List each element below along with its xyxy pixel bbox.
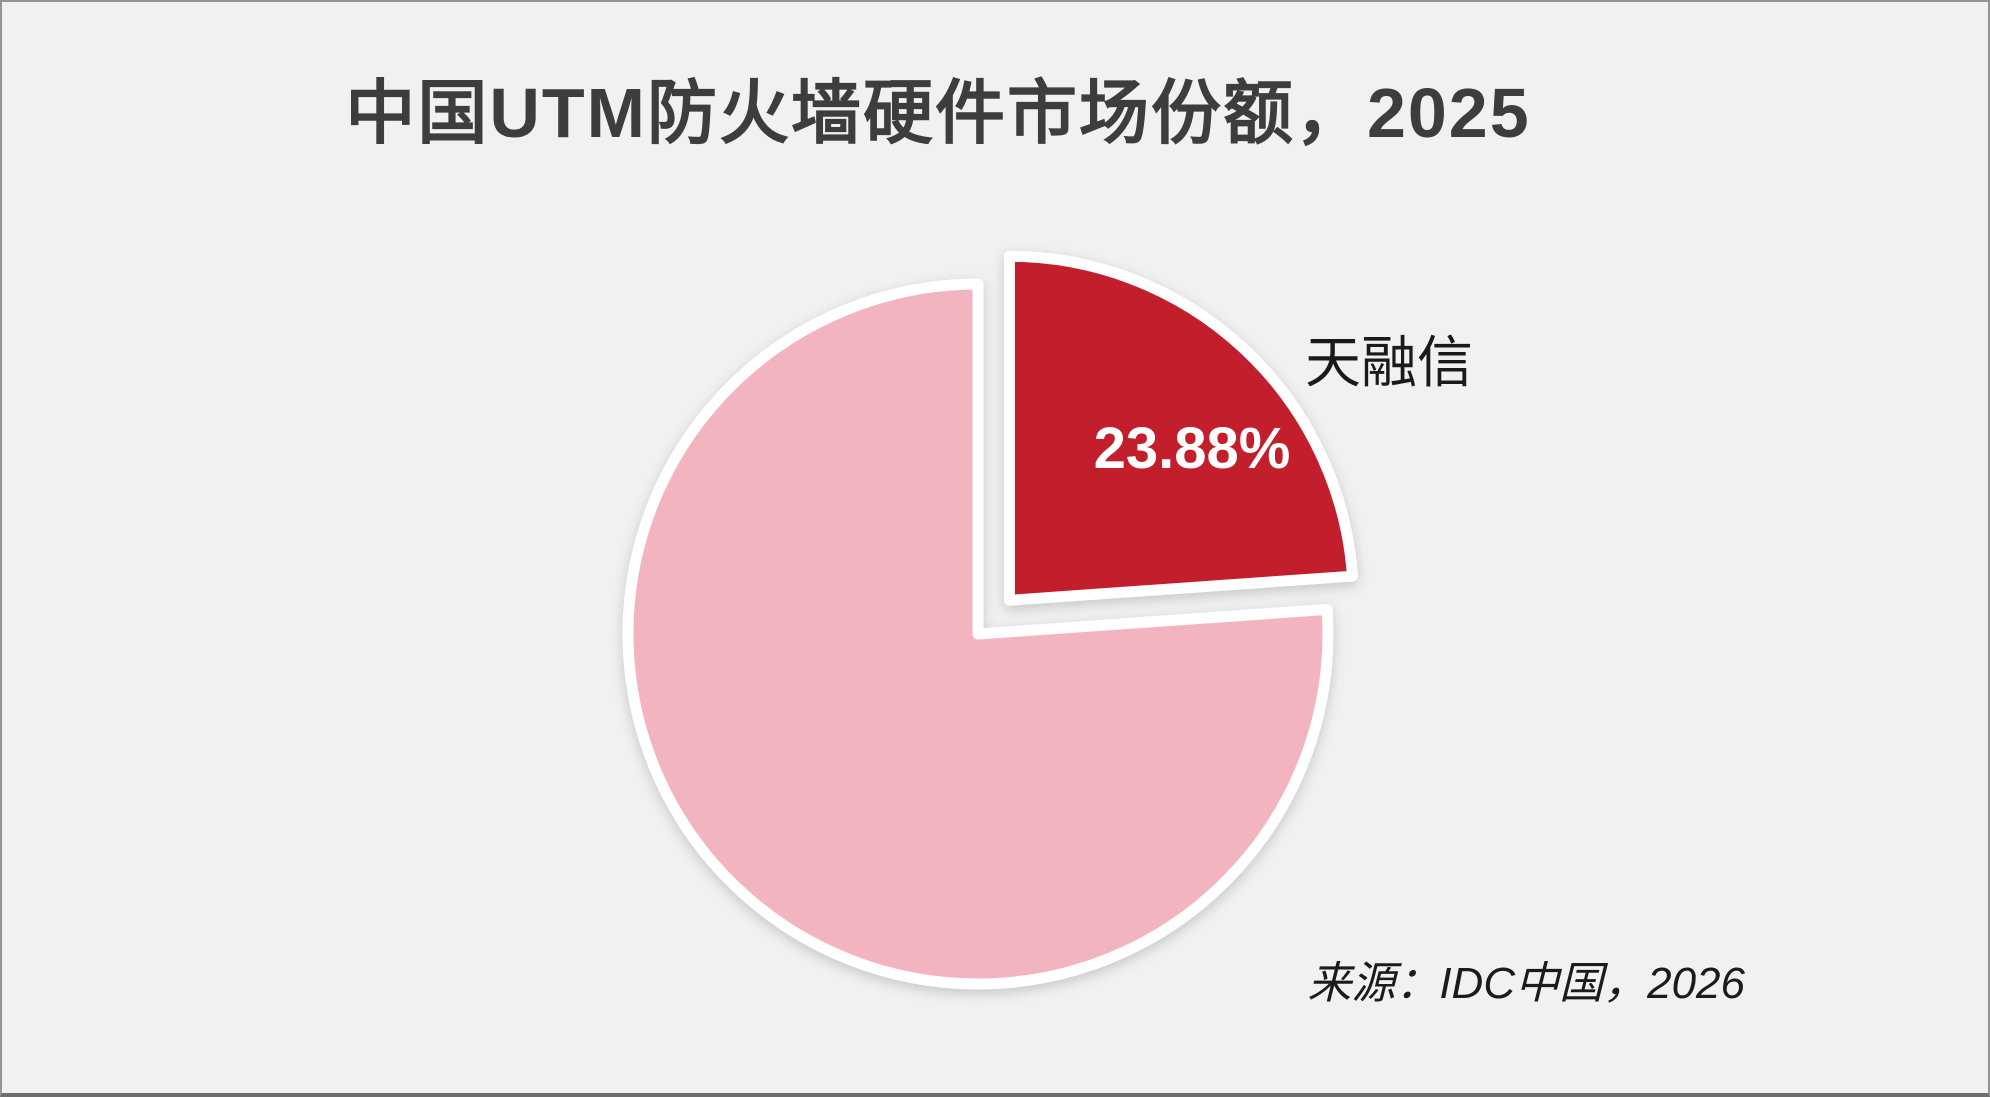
pie-slice-topsec [1003, 250, 1358, 606]
source-note: 来源：IDC中国，2026 [1307, 959, 1745, 1008]
pie-slice-other [622, 278, 1334, 990]
chart-title: 中国UTM防火墙硬件市场份额，2025 [345, 74, 1531, 152]
slice-label: 天融信 [1305, 331, 1473, 394]
slice-value-label: 23.88% [1093, 416, 1291, 481]
